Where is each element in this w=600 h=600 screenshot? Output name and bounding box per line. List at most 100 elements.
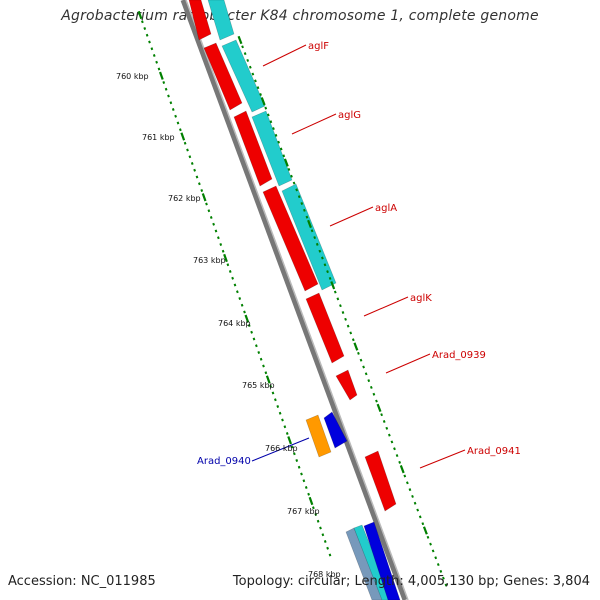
leader-Arad_0939 bbox=[385, 353, 431, 374]
position-ruler-right bbox=[237, 35, 448, 587]
label-leaders bbox=[251, 44, 466, 469]
genome-summary-text: Topology: circular; Length: 4,005,130 bp… bbox=[232, 574, 590, 589]
gene-block-Arad_0940-blue[interactable] bbox=[323, 411, 348, 449]
ruler-right-major-tick bbox=[353, 342, 359, 351]
tick-label-760: 760 kbp bbox=[116, 72, 149, 81]
gene-block-aglK[interactable] bbox=[305, 292, 345, 364]
gene-label-aglA[interactable]: aglA bbox=[375, 203, 397, 214]
ruler-right-minor-tick bbox=[385, 426, 389, 430]
ruler-left-minor-tick bbox=[238, 297, 242, 300]
ruler-right-minor-tick bbox=[264, 106, 268, 110]
ruler-left-minor-tick bbox=[290, 445, 294, 449]
ruler-right-minor-tick bbox=[426, 535, 430, 539]
gene-block-bottom-gray[interactable] bbox=[345, 527, 385, 600]
gene-block-Arad_0941[interactable] bbox=[364, 450, 397, 512]
ruler-right-minor-tick bbox=[326, 270, 329, 274]
ruler-right-minor-tick bbox=[349, 331, 353, 335]
ruler-left-minor-tick bbox=[321, 533, 325, 537]
ruler-left-minor-tick bbox=[214, 229, 218, 233]
ruler-right-minor-tick bbox=[357, 351, 360, 355]
gene-block-Arad_0940-orange[interactable] bbox=[305, 414, 332, 458]
ruler-right-minor-tick bbox=[254, 79, 257, 83]
ruler-right-minor-tick bbox=[346, 324, 350, 328]
ruler-left-minor-tick bbox=[304, 486, 308, 489]
ruler-left-minor-tick bbox=[323, 540, 327, 543]
gene-block-aglF[interactable] bbox=[203, 42, 243, 111]
leader-aglK bbox=[363, 296, 409, 317]
ruler-right-minor-tick bbox=[300, 202, 304, 205]
ruler-left-minor-tick bbox=[183, 141, 187, 145]
gene-label-Arad_0941[interactable]: Arad_0941 bbox=[467, 446, 521, 457]
ruler-right-minor-tick bbox=[318, 249, 322, 253]
cds-block-aglF-top[interactable] bbox=[207, 0, 235, 41]
ruler-right-minor-tick bbox=[364, 372, 368, 376]
ruler-left-minor-tick bbox=[167, 94, 170, 98]
ruler-left-minor-tick bbox=[252, 337, 256, 341]
ruler-left-minor-tick bbox=[247, 324, 251, 327]
tick-label-765: 765 kbp bbox=[242, 381, 275, 390]
ruler-left-minor-tick bbox=[264, 371, 268, 375]
ruler-left-major-tick bbox=[244, 314, 250, 323]
ruler-left-major-tick bbox=[265, 375, 271, 384]
ruler-right-minor-tick bbox=[362, 365, 365, 369]
ruler-left-minor-tick bbox=[271, 391, 275, 395]
gene-block-aglG[interactable] bbox=[233, 110, 273, 187]
ruler-left-minor-tick bbox=[316, 519, 320, 523]
ruler-right-major-tick bbox=[283, 158, 289, 167]
ruler-left-minor-tick bbox=[300, 472, 303, 476]
ruler-left-major-tick bbox=[223, 253, 228, 263]
gene-label-aglK[interactable]: aglK bbox=[410, 293, 432, 304]
gene-label-Arad_0939[interactable]: Arad_0939 bbox=[432, 350, 486, 361]
ruler-right-minor-tick bbox=[398, 460, 402, 464]
ruler-right-major-tick bbox=[330, 281, 336, 290]
ruler-right-minor-tick bbox=[243, 52, 247, 56]
ruler-right-minor-tick bbox=[282, 154, 286, 158]
ruler-right-major-tick bbox=[237, 35, 243, 45]
gene-block-Arad_0939[interactable] bbox=[335, 369, 358, 401]
ruler-right-minor-tick bbox=[444, 583, 448, 587]
ruler-right-minor-tick bbox=[279, 147, 283, 151]
ruler-right-major-tick bbox=[422, 526, 428, 535]
ruler-left-minor-tick bbox=[231, 276, 234, 280]
ruler-left-minor-tick bbox=[255, 344, 258, 348]
tick-label-768: 768 kbp bbox=[308, 570, 341, 579]
ruler-left-minor-tick bbox=[190, 162, 194, 165]
ruler-right-minor-tick bbox=[387, 433, 391, 437]
cds-block-aglA[interactable] bbox=[281, 183, 337, 291]
ruler-left-minor-tick bbox=[297, 465, 301, 469]
ruler-right-minor-tick bbox=[393, 447, 396, 451]
ruler-right-minor-tick bbox=[369, 385, 373, 389]
gene-label-Arad_0940[interactable]: Arad_0940 bbox=[197, 456, 251, 467]
ruler-left-minor-tick bbox=[186, 148, 189, 152]
ruler-right-minor-tick bbox=[413, 501, 417, 505]
ruler-left-minor-tick bbox=[259, 357, 263, 361]
ruler-right-minor-tick bbox=[359, 358, 363, 362]
ruler-right-minor-tick bbox=[336, 297, 340, 301]
ruler-right-minor-tick bbox=[341, 311, 345, 314]
ruler-left-major-tick bbox=[137, 10, 143, 20]
cds-block-aglG[interactable] bbox=[251, 110, 293, 187]
ruler-right-minor-tick bbox=[321, 256, 324, 260]
ruler-left-minor-tick bbox=[314, 513, 318, 516]
ruler-right-minor-tick bbox=[290, 174, 293, 178]
ruler-right-minor-tick bbox=[416, 508, 420, 512]
ruler-left-minor-tick bbox=[243, 310, 246, 314]
gene-block-aglF-top[interactable] bbox=[188, 0, 212, 41]
tick-label-763: 763 kbp bbox=[193, 256, 226, 265]
ruler-left-minor-tick bbox=[293, 452, 296, 456]
cds-block-aglF[interactable] bbox=[221, 39, 266, 113]
leader-aglF bbox=[262, 44, 307, 67]
ruler-left-minor-tick bbox=[276, 405, 280, 408]
ruler-left-minor-tick bbox=[193, 168, 196, 172]
gene-block-aglA[interactable] bbox=[262, 185, 319, 292]
ruler-right-minor-tick bbox=[344, 317, 347, 321]
ruler-left-minor-tick bbox=[169, 101, 173, 105]
ruler-left-minor-tick bbox=[176, 121, 180, 125]
gene-block-bottom-blue[interactable] bbox=[363, 521, 401, 600]
gene-label-aglF[interactable]: aglF bbox=[308, 41, 329, 52]
ruler-left-minor-tick bbox=[171, 108, 175, 111]
gene-label-aglG[interactable]: aglG bbox=[338, 110, 361, 121]
ruler-left-minor-tick bbox=[328, 553, 332, 557]
